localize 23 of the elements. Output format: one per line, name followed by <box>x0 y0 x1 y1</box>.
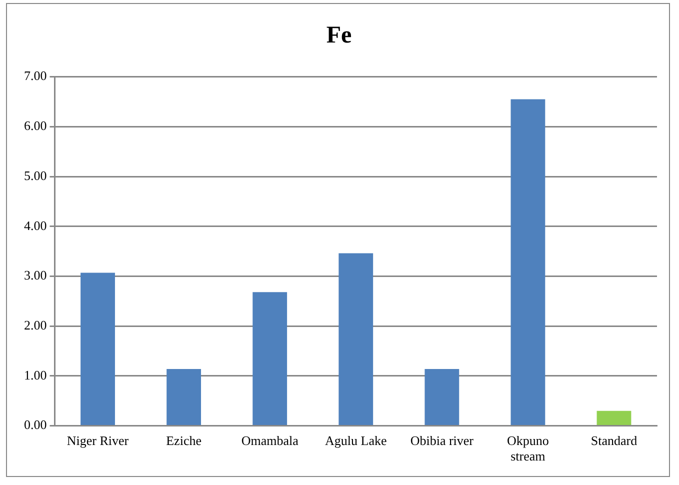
y-tick-label: 2.00 <box>24 318 47 333</box>
x-tick-label: Eziche <box>166 433 202 448</box>
y-tick-label: 7.00 <box>24 68 47 84</box>
bar <box>80 272 115 426</box>
bar <box>424 368 460 426</box>
y-tick-label: 1.00 <box>24 367 47 382</box>
bar <box>338 253 374 426</box>
y-tick-label: 5.00 <box>24 168 47 183</box>
x-tick-label: Okpuno stream <box>507 433 549 464</box>
x-tick-label: Niger River <box>66 433 130 448</box>
bar <box>252 292 288 426</box>
bar <box>596 410 632 426</box>
bar <box>166 368 202 426</box>
bar <box>510 99 546 426</box>
y-tick-label: 4.00 <box>24 218 47 233</box>
y-tick-label: 0.00 <box>24 417 47 432</box>
x-tick-label: Agulu Lake <box>325 433 387 448</box>
x-tick-label: Omambala <box>241 433 299 448</box>
x-tick-label: Standard <box>590 433 638 448</box>
y-tick-label: 3.00 <box>24 268 47 283</box>
chart-title: Fe <box>326 22 352 49</box>
x-tick-label: Obibia river <box>410 433 474 448</box>
y-tick-label: 6.00 <box>24 118 47 134</box>
